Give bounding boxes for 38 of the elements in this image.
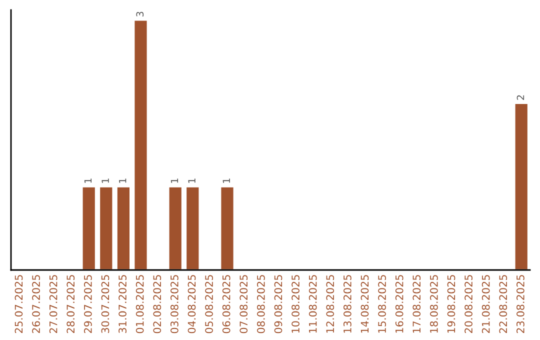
x-tick-label: 09.08.2025 — [274, 275, 282, 334]
data-label: 1 — [170, 178, 178, 183]
x-tick-label: 11.08.2025 — [308, 275, 317, 333]
x-tick-label: 30.07.2025 — [101, 275, 110, 334]
x-tick-label: 17.08.2025 — [412, 275, 421, 333]
x-tick-label: 27.07.2025 — [49, 275, 58, 334]
x-tick-label: 16.08.2025 — [395, 275, 404, 333]
x-tick-label: 22.08.2025 — [499, 275, 508, 334]
x-tick-label: 29.07.2025 — [84, 275, 92, 334]
x-tick-label: 03.08.2025 — [170, 275, 178, 334]
x-tick-label: 01.08.2025 — [136, 275, 144, 334]
x-tick-label: 25.07.2025 — [14, 275, 23, 334]
x-tick-label: 13.08.2025 — [343, 275, 352, 333]
data-label: 1 — [222, 178, 230, 183]
x-tick-label: 31.07.2025 — [118, 275, 126, 334]
x-tick-label: 06.08.2025 — [222, 275, 230, 334]
data-label: 1 — [102, 178, 109, 183]
data-label: 1 — [84, 178, 92, 183]
data-label: 1 — [119, 178, 126, 183]
data-label: 2 — [516, 95, 524, 100]
x-tick-label: 05.08.2025 — [205, 275, 213, 334]
x-tick-label: 02.08.2025 — [153, 275, 162, 334]
data-label: 1 — [188, 178, 196, 183]
x-tick-label: 20.08.2025 — [464, 275, 472, 334]
x-tick-label: 23.08.2025 — [516, 275, 524, 334]
x-tick-label: 21.08.2025 — [482, 275, 490, 334]
x-tick-label: 07.08.2025 — [240, 275, 248, 334]
x-tick-label: 19.08.2025 — [447, 275, 456, 333]
data-label: 3 — [136, 12, 144, 16]
x-tick-label: 10.08.2025 — [292, 275, 300, 333]
x-tick-label: 28.07.2025 — [66, 275, 75, 334]
x-tick-label: 26.07.2025 — [32, 275, 40, 334]
x-tick-label: 12.08.2025 — [326, 275, 334, 333]
x-tick-label: 04.08.2025 — [188, 275, 196, 334]
x-tick-label: 08.08.2025 — [256, 275, 265, 334]
x-tick-label: 18.08.2025 — [430, 275, 438, 333]
x-tick-label: 15.08.2025 — [378, 275, 386, 333]
x-tick-label: 14.08.2025 — [360, 275, 369, 333]
